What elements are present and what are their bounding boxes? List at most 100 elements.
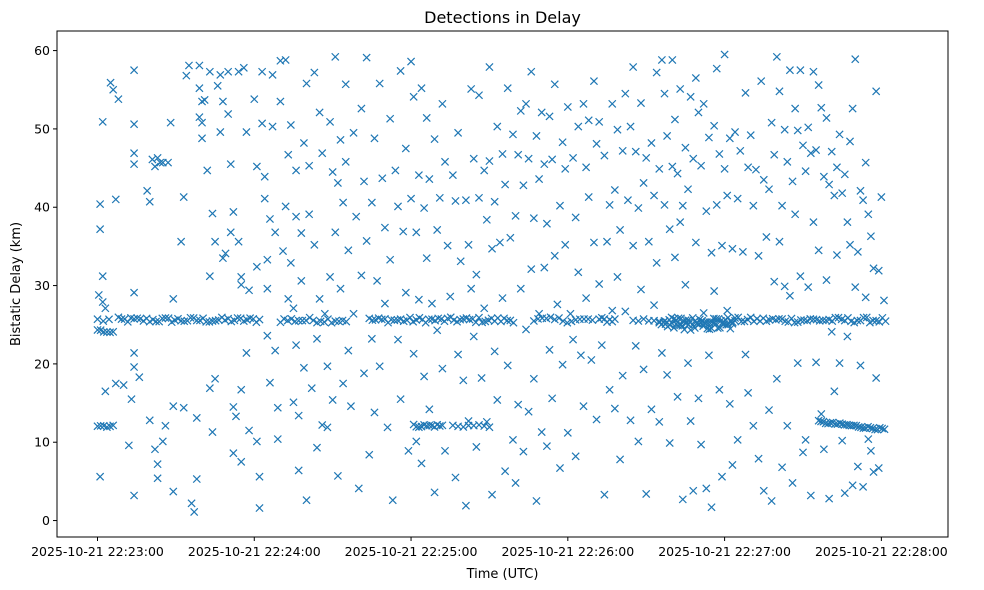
data-point	[772, 374, 781, 383]
data-point	[825, 494, 834, 503]
data-point	[375, 79, 384, 88]
data-point	[341, 157, 350, 166]
data-point	[425, 421, 434, 430]
data-point	[480, 166, 489, 175]
data-point	[835, 419, 844, 428]
data-point	[815, 316, 824, 325]
data-point	[184, 61, 193, 70]
data-point	[203, 166, 212, 175]
data-point	[835, 130, 844, 139]
data-point	[707, 318, 716, 327]
data-point	[378, 174, 387, 183]
data-point	[527, 265, 536, 274]
x-tick-label: 2025-10-21 22:28:00	[815, 544, 948, 559]
data-point	[218, 254, 227, 263]
data-point	[258, 119, 267, 128]
data-point	[723, 191, 732, 200]
data-point	[488, 244, 497, 253]
y-axis-ticks: 0 10 20 30 40 50 60	[34, 43, 57, 528]
data-point	[357, 271, 366, 280]
data-point	[493, 395, 502, 404]
data-point	[503, 84, 512, 93]
data-point	[529, 214, 538, 223]
data-point	[393, 202, 403, 211]
data-point	[780, 125, 789, 134]
data-point	[542, 442, 551, 451]
data-point	[425, 405, 434, 414]
data-point	[412, 228, 421, 237]
data-point	[595, 117, 604, 126]
data-point	[109, 421, 118, 430]
data-point	[474, 313, 484, 322]
data-point	[501, 467, 510, 476]
data-point	[298, 316, 307, 325]
data-point	[881, 317, 890, 326]
data-point	[678, 201, 687, 210]
data-point	[540, 160, 549, 169]
data-point	[584, 116, 593, 125]
data-point	[561, 240, 570, 249]
data-point	[872, 87, 881, 96]
data-point	[697, 440, 706, 449]
data-point	[255, 315, 264, 324]
data-point	[710, 121, 719, 130]
data-point	[292, 166, 301, 175]
data-point	[216, 128, 225, 137]
data-point	[561, 164, 570, 173]
y-tick-label: 50	[34, 121, 50, 136]
data-point	[250, 95, 259, 104]
data-point	[472, 442, 481, 451]
data-point	[670, 115, 679, 124]
data-point	[208, 209, 217, 218]
data-point	[422, 113, 431, 122]
data-point	[553, 300, 562, 309]
data-point	[514, 150, 523, 159]
data-point	[731, 313, 740, 322]
data-point	[566, 309, 575, 318]
data-point	[482, 215, 491, 224]
data-point	[634, 203, 643, 213]
data-point	[255, 472, 264, 481]
data-point	[169, 487, 178, 496]
data-point	[676, 218, 685, 227]
data-point	[634, 437, 643, 446]
data-point	[529, 374, 538, 383]
data-point	[793, 126, 802, 135]
data-point	[297, 276, 306, 285]
data-point	[229, 449, 238, 458]
data-point	[555, 464, 565, 473]
data-point	[367, 198, 376, 207]
data-point	[407, 194, 416, 203]
data-point	[532, 496, 541, 505]
data-point	[459, 376, 468, 385]
data-point	[824, 419, 833, 428]
data-point	[825, 180, 834, 189]
data-point	[273, 435, 282, 444]
data-point	[284, 294, 293, 303]
data-point	[550, 80, 559, 89]
data-point	[508, 130, 517, 139]
data-point	[474, 193, 484, 202]
data-point	[554, 314, 563, 323]
data-point	[642, 489, 651, 498]
data-point	[733, 435, 742, 444]
data-point	[701, 319, 710, 328]
data-point	[757, 77, 766, 86]
data-point	[694, 394, 703, 403]
data-point	[477, 373, 486, 383]
data-point	[527, 67, 536, 76]
data-point	[234, 67, 243, 76]
data-point	[781, 317, 790, 326]
data-point	[864, 210, 873, 219]
data-point	[647, 405, 656, 414]
data-point	[788, 177, 797, 186]
data-point	[294, 466, 303, 475]
data-point	[569, 153, 578, 162]
data-point	[362, 53, 371, 62]
data-point	[331, 317, 340, 326]
data-point	[707, 248, 716, 257]
data-point	[584, 193, 593, 202]
data-point	[845, 137, 855, 146]
data-point	[127, 395, 136, 404]
data-point	[618, 371, 627, 380]
